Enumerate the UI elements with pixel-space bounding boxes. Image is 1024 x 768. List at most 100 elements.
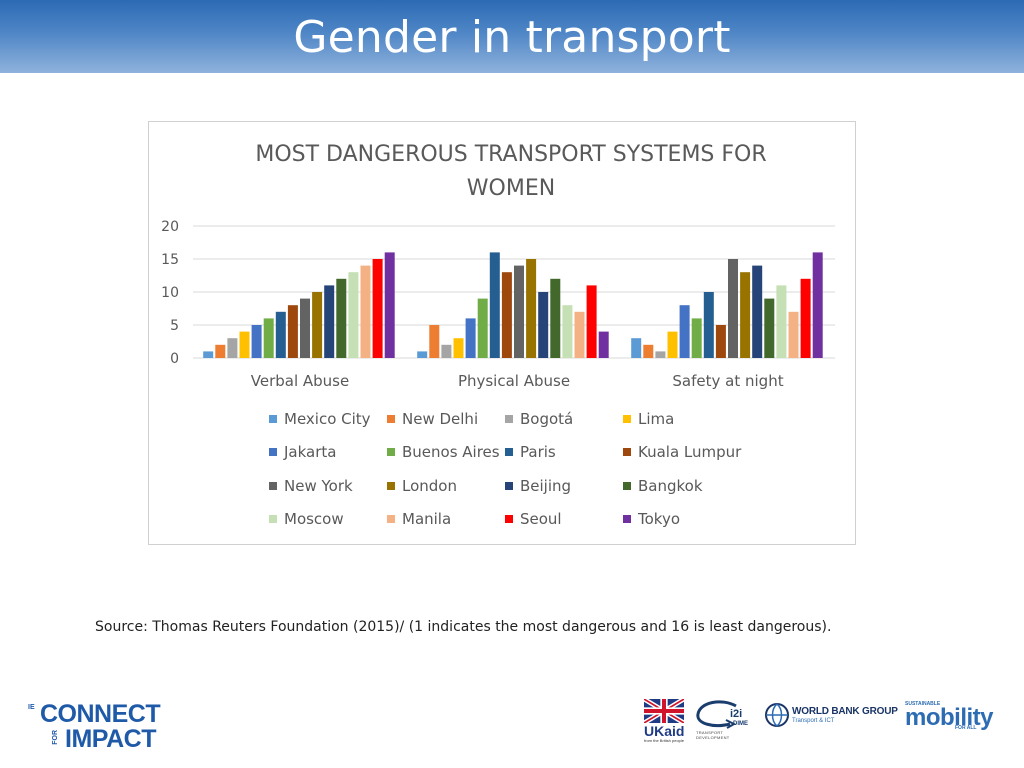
dime-subtext: TRANSPORT DEVELOPMENT (696, 730, 730, 740)
dime-swoosh-icon (696, 700, 737, 729)
legend-swatch (623, 482, 631, 490)
logo-ie-line2: IMPACT (65, 725, 156, 753)
legend-label: Bogotá (520, 410, 573, 428)
legend-swatch (505, 415, 513, 423)
legend-label: Buenos Aires (402, 443, 500, 461)
bar-jakarta-1 (465, 318, 476, 358)
i2i-dime-logo: i2i DIME TRANSPORT DEVELOPMENT (696, 700, 756, 740)
legend-swatch (387, 415, 395, 423)
x-category-label: Safety at night (672, 372, 783, 390)
logo-ie-prefix: IE (28, 704, 35, 711)
bar-beijing-2 (752, 265, 763, 358)
mobility-subtext: FOR ALL (955, 725, 977, 731)
bar-tokyo-1 (598, 331, 609, 358)
legend-label: Manila (402, 510, 451, 528)
bar-jakarta-0 (251, 325, 262, 358)
legend-swatch (505, 482, 513, 490)
legend-label: Paris (520, 443, 556, 461)
y-tick-label: 10 (161, 285, 179, 301)
bar-beijing-1 (538, 292, 549, 358)
legend-label: Beijing (520, 477, 571, 495)
dime-label2: DIME (733, 721, 748, 727)
legend-swatch (623, 448, 631, 456)
bar-london-0 (312, 292, 323, 358)
bar-new-delhi-1 (429, 325, 440, 358)
world-bank-subtext: Transport & ICT (792, 718, 835, 724)
bar-kuala-lumpur-1 (501, 272, 512, 358)
bar-lima-2 (667, 331, 678, 358)
bar-new-york-2 (728, 259, 738, 358)
ukaid-text: UKaid (644, 723, 685, 739)
bar-jakarta-2 (679, 305, 690, 358)
bar-bogot--1 (441, 344, 452, 358)
logo-ie-for: FOR (52, 730, 59, 745)
legend-swatch (623, 515, 631, 523)
bar-paris-1 (489, 252, 500, 358)
bar-buenos-aires-2 (691, 318, 702, 358)
legend-label: New York (284, 477, 353, 495)
slide-title: Gender in transport (293, 12, 731, 63)
bar-moscow-2 (776, 285, 787, 358)
x-category-label: Verbal Abuse (251, 372, 349, 390)
bar-seoul-0 (372, 259, 383, 358)
legend-label: Bangkok (638, 477, 703, 495)
bar-chart: MOST DANGEROUS TRANSPORT SYSTEMS FOR WOME… (161, 142, 835, 528)
legend-swatch (505, 515, 513, 523)
globe-icon (765, 703, 789, 727)
bar-bogot--0 (227, 338, 238, 358)
union-jack-icon (644, 699, 684, 723)
bar-london-1 (526, 259, 537, 358)
bar-paris-0 (275, 311, 286, 358)
legend-swatch (387, 482, 395, 490)
bar-lima-1 (453, 338, 464, 358)
bar-new-york-1 (514, 265, 524, 358)
bar-bangkok-2 (764, 298, 775, 358)
bar-tokyo-2 (812, 252, 823, 358)
legend-label: Kuala Lumpur (638, 443, 742, 461)
bar-manila-2 (788, 311, 799, 358)
bar-mexico-city-2 (631, 338, 642, 358)
bar-new-delhi-2 (643, 344, 654, 358)
chart-title: MOST DANGEROUS TRANSPORT SYSTEMS FOR (255, 142, 766, 167)
bar-paris-2 (703, 292, 714, 358)
legend-swatch (269, 415, 277, 423)
bar-tokyo-0 (384, 252, 395, 358)
logo-ie-line1: CONNECT (40, 700, 161, 728)
legend-label: New Delhi (402, 410, 478, 428)
y-tick-label: 20 (161, 219, 179, 235)
legend-swatch (269, 515, 277, 523)
world-bank-group-logo: WORLD BANK GROUP Transport & ICT (764, 702, 899, 732)
legend-swatch (623, 415, 631, 423)
bar-london-2 (740, 272, 751, 358)
sustainable-mobility-logo: SUSTAINABLE mobility FOR ALL (905, 701, 997, 731)
mobility-name: mobility (905, 704, 994, 731)
y-tick-label: 5 (170, 318, 179, 334)
ukaid-logo: UKaid from the British people (644, 699, 686, 745)
y-tick-label: 0 (170, 351, 179, 367)
bar-seoul-2 (800, 278, 811, 358)
x-category-label: Physical Abuse (458, 372, 570, 390)
bar-bogot--2 (655, 351, 666, 358)
legend-swatch (505, 448, 513, 456)
bar-lima-0 (239, 331, 250, 358)
legend-label: Jakarta (283, 443, 336, 461)
ie-connect-for-impact-logo: IE CONNECT FOR IMPACT (28, 700, 188, 753)
bar-mexico-city-1 (417, 351, 428, 358)
bar-moscow-0 (348, 272, 359, 358)
title-bar: Gender in transport (0, 0, 1024, 73)
bar-manila-0 (360, 265, 371, 358)
bar-new-delhi-0 (215, 344, 226, 358)
ukaid-subtext: from the British people (644, 738, 685, 743)
legend-swatch (387, 448, 395, 456)
bar-bangkok-1 (550, 278, 561, 358)
world-bank-name: WORLD BANK GROUP (792, 706, 898, 717)
bar-manila-1 (574, 311, 585, 358)
bar-bangkok-0 (336, 278, 347, 358)
legend-label: Seoul (520, 510, 562, 528)
source-note: Source: Thomas Reuters Foundation (2015)… (95, 619, 832, 635)
legend-swatch (269, 482, 277, 490)
bar-buenos-aires-0 (263, 318, 274, 358)
bar-mexico-city-0 (203, 351, 214, 358)
bar-moscow-1 (562, 305, 573, 358)
mobility-top-text: SUSTAINABLE (905, 701, 941, 707)
